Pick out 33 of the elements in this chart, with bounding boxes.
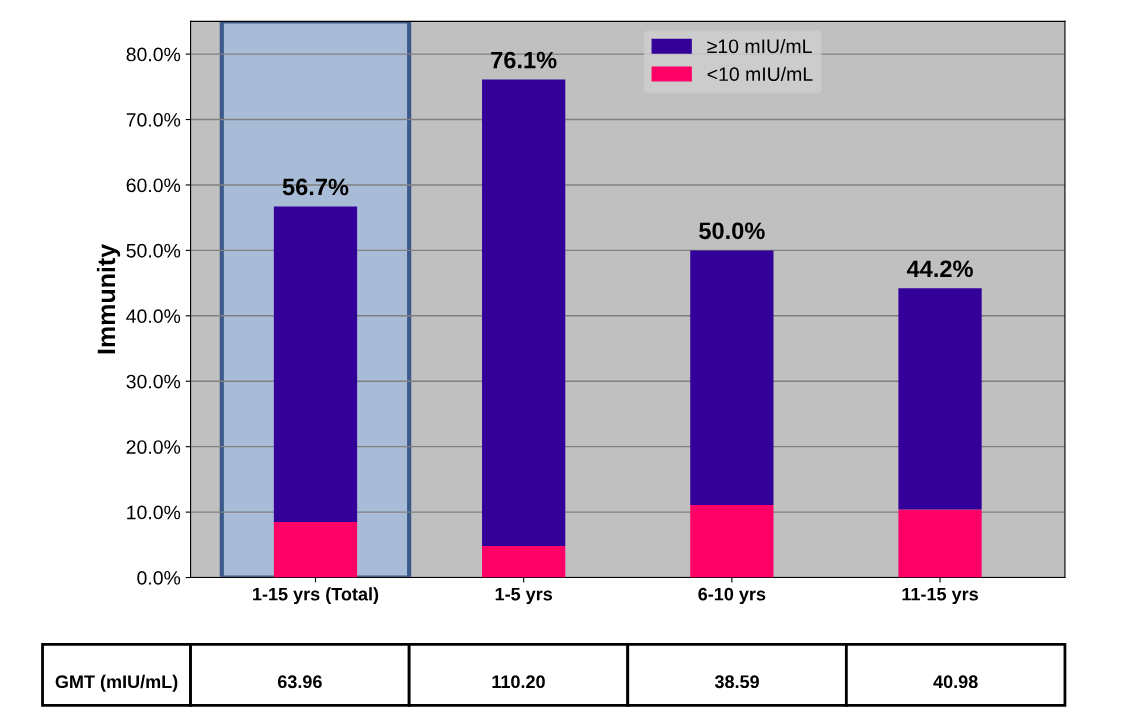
- y-tick-label: 30.0%: [126, 374, 181, 389]
- bar: [690, 250, 774, 505]
- text: 38.59: [714, 675, 759, 689]
- x-tick-label: 6-10 yrs: [698, 587, 766, 605]
- y-tick-label: 10.0%: [127, 505, 181, 520]
- x-tick-label: 1-5 yrs: [495, 587, 553, 605]
- x-tick-label: 11-15 yrs: [902, 587, 978, 605]
- bar: [482, 79, 566, 547]
- total-label: 50.0%: [699, 222, 765, 240]
- y-tick-label: 70.0%: [126, 113, 181, 127]
- text: GMT (mIU/mL): [55, 674, 178, 692]
- bar: [273, 206, 358, 522]
- y-tick-label: 60.0%: [126, 178, 181, 193]
- bar: [898, 288, 982, 510]
- y-axis-title: Immunity: [96, 244, 121, 354]
- x-tick-label: 1-15 yrs (Total): [253, 587, 379, 605]
- text: 63.96: [277, 675, 322, 689]
- bar: [690, 504, 774, 578]
- total-label: 44.2%: [906, 260, 973, 278]
- text: 110.20: [492, 675, 545, 689]
- y-tick-label: 40.0%: [126, 309, 181, 324]
- total-label: 56.7%: [282, 178, 349, 196]
- total-label: 76.1%: [491, 51, 557, 69]
- y-tick-label: 0.0%: [137, 571, 181, 585]
- text: 40.98: [933, 675, 978, 689]
- legend-label: ≥10 mIU/mL: [707, 38, 812, 54]
- bar: [482, 546, 566, 578]
- y-tick-label: 20.0%: [126, 440, 181, 454]
- legend-label: <10 mIU/mL: [707, 66, 813, 82]
- bar: [273, 521, 358, 578]
- bar: [898, 509, 982, 578]
- y-tick-label: 50.0%: [126, 243, 181, 258]
- y-tick-label: 80.0%: [126, 47, 181, 62]
